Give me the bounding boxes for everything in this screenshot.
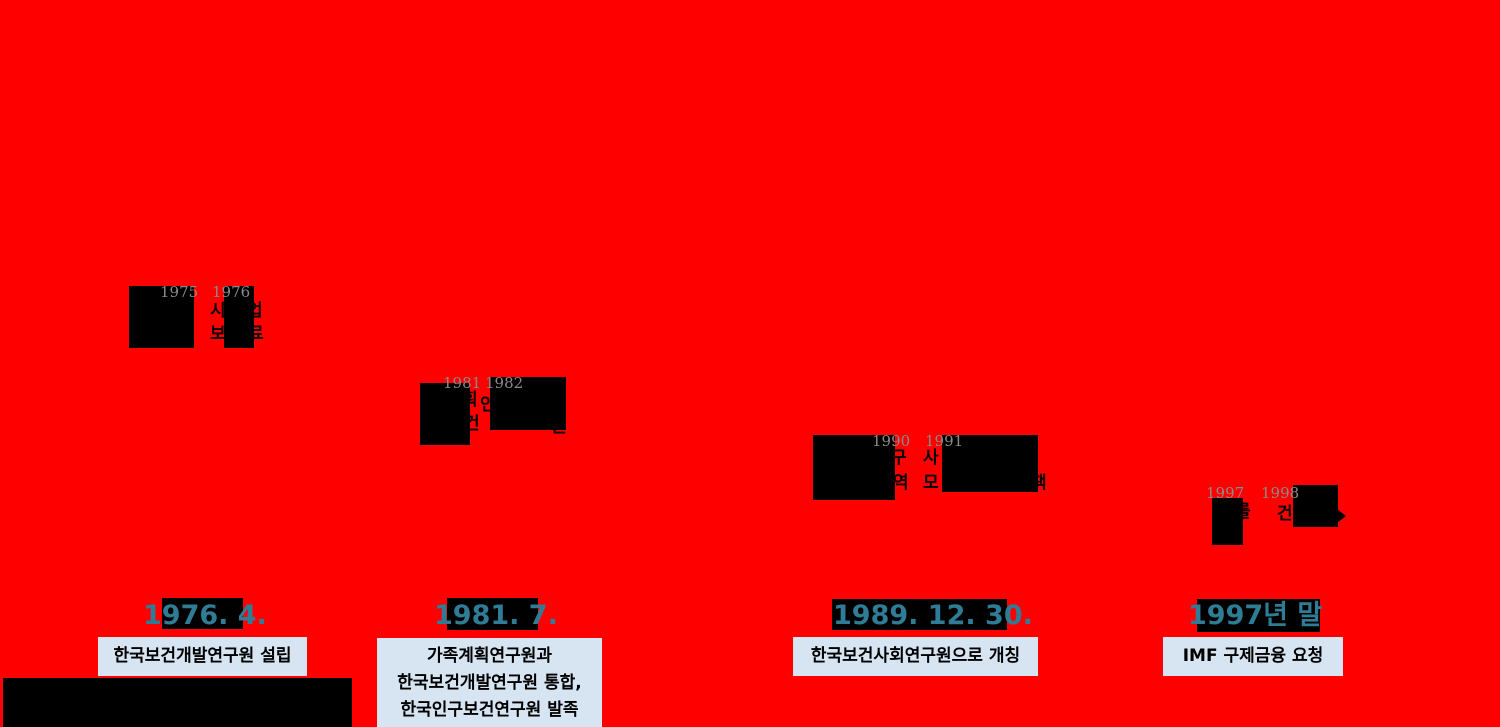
year-label-1991: 1991 <box>925 432 964 450</box>
event-date: 1997년 말 <box>1188 600 1323 631</box>
year-label-1997: 1997 <box>1206 484 1245 502</box>
year-label-1976: 1976 <box>212 283 251 301</box>
caption-fragment: 역 <box>893 473 909 493</box>
date-backdrop <box>447 598 538 630</box>
caption-fragment: 건 <box>1277 504 1293 524</box>
year-label-1982: 1982 <box>485 374 524 392</box>
year-label-1990: 1990 <box>872 432 911 450</box>
photo-1997 <box>1212 498 1243 545</box>
caption-fragment: 모 <box>923 473 939 493</box>
event-label-line: 한국보건개발연구원 설립 <box>113 646 292 666</box>
photo-1991 <box>942 435 1038 492</box>
year-label-1998: 1998 <box>1261 484 1300 502</box>
photo-1998 <box>1293 485 1338 527</box>
event-label-line: 한국보건사회연구원으로 개칭 <box>810 646 1021 666</box>
event-date: 1981. 7. <box>434 600 558 631</box>
event-label-line: 가족계획연구원과 <box>426 646 553 666</box>
event-label-line: IMF 구제금융 요청 <box>1182 646 1324 666</box>
caption-fragment: 사 <box>923 448 939 468</box>
year-label-1975: 1975 <box>160 283 199 301</box>
event-label-line: 한국보건개발연구원 통합, <box>397 673 582 693</box>
event-date: 1976. 4. <box>143 600 267 631</box>
date-backdrop <box>1197 599 1320 632</box>
photo-1976 <box>224 286 254 348</box>
date-backdrop <box>162 598 243 629</box>
event-label-box: 한국보건사회연구원으로 개칭 <box>793 637 1038 676</box>
photo-1981 <box>420 383 470 445</box>
event-label-box: 가족계획연구원과 한국보건개발연구원 통합, 한국인구보건연구원 발족 <box>377 638 602 727</box>
year-label-1981: 1981 <box>443 374 482 392</box>
event-label-box: 한국보건개발연구원 설립 <box>98 637 307 676</box>
event-label-box: IMF 구제금융 요청 <box>1163 637 1343 676</box>
arrow-right-icon <box>1337 509 1346 523</box>
photo-1975 <box>129 286 194 348</box>
event-label-line: 한국인구보건연구원 발족 <box>400 700 579 720</box>
caption-fragment: 시 <box>210 301 226 321</box>
photo-1990 <box>813 435 895 500</box>
redaction-box <box>3 678 352 727</box>
event-date: 1989. 12. 30. <box>833 600 1033 631</box>
date-backdrop <box>832 599 1007 630</box>
photo-1982 <box>490 377 566 430</box>
caption-fragment: 보 <box>210 324 226 344</box>
